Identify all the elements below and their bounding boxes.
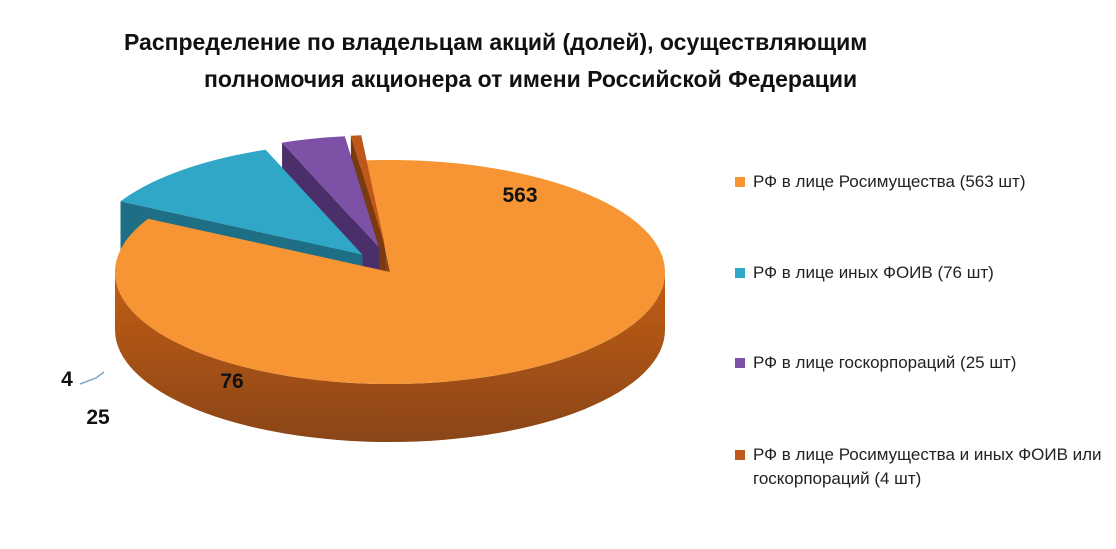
legend-item-mixed: РФ в лице Росимущества и иных ФОИВ или г… [735,443,1110,491]
slice-2 [120,149,363,255]
legend-item-goskorporatsii: РФ в лице госкорпораций (25 шт) [735,351,1110,375]
legend-item-rosimushchestvo: РФ в лице Росимущества (563 шт) [735,170,1110,194]
legend-swatch-purple [735,358,745,368]
slice-4 [350,135,386,247]
leader-line [79,371,105,385]
legend-label: РФ в лице Росимущества и иных ФОИВ или г… [753,445,1102,488]
legend-swatch-teal [735,268,745,278]
legend-item-foiv: РФ в лице иных ФОИВ (76 шт) [735,261,1110,285]
legend-label: РФ в лице Росимущества (563 шт) [753,172,1026,191]
data-label-4: 4 [61,368,73,391]
legend-label: РФ в лице госкорпораций (25 шт) [753,353,1017,372]
data-label-76: 76 [220,370,243,393]
chart-title-line1: Распределение по владельцам акций (долей… [124,29,868,55]
legend-swatch-rust [735,450,745,460]
chart-title-line2: полномочия акционера от имени Российской… [204,66,858,92]
chart-title: Распределение по владельцам акций (долей… [0,24,1116,98]
data-label-563: 563 [502,184,537,207]
legend-swatch-orange [735,177,745,187]
slice-side-wall [115,272,665,442]
data-label-25: 25 [86,406,110,429]
legend-label: РФ в лице иных ФОИВ (76 шт) [753,263,994,282]
slice-3 [282,136,379,248]
slice-1 [115,160,666,384]
